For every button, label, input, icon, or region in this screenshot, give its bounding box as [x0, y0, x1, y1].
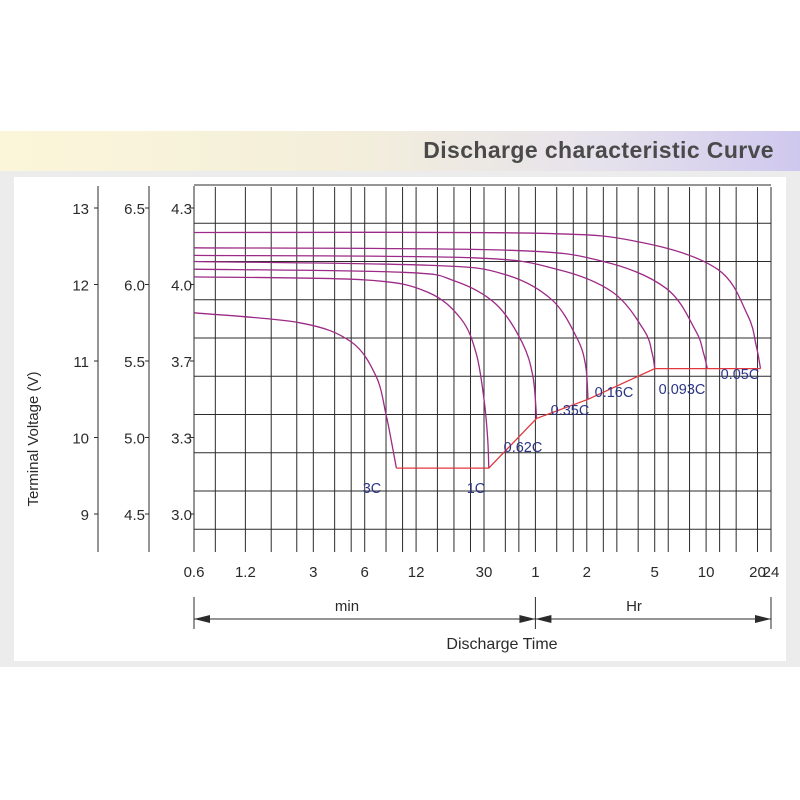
y-axes: 13 12 11 10 9 6.5 6.0 5.5 5.0 4.5 4.3 4.0 3.7 3.3 3.0 [72, 186, 195, 552]
chart-title: Discharge characteristic Curve [423, 137, 774, 163]
discharge-curve [193, 260, 589, 400]
y-tick-label: 5.5 [124, 354, 145, 371]
discharge-curve [193, 276, 490, 469]
curve-label: 0.16C [595, 385, 634, 401]
x-tick-label: 30 [476, 564, 493, 581]
x-axis-title: Discharge Time [446, 636, 557, 653]
discharge-curve [193, 312, 398, 469]
y-tick-label: 4.3 [171, 201, 192, 218]
y-tick-label: 9 [81, 507, 89, 524]
x-tick-label: 1 [531, 564, 539, 581]
y-tick-label: 11 [73, 354, 89, 371]
curve-label: 0.62C [504, 440, 543, 456]
title-banner: Discharge characteristic Curve [0, 131, 800, 171]
y-tick-label: 6.5 [124, 201, 145, 218]
x-unit-hr-label: Hr [626, 598, 642, 615]
x-tick-label: 24 [763, 564, 780, 581]
y-tick-label: 3.0 [171, 507, 192, 524]
x-unit-min-label: min [335, 598, 359, 615]
range-arrowhead [535, 615, 552, 623]
range-arrowhead [755, 615, 771, 623]
y-tick-label: 10 [72, 431, 89, 448]
curve-label: 0.05C [721, 367, 760, 383]
chart-panel: 13 12 11 10 9 6.5 6.0 5.5 5.0 4.5 4.3 4.0 3.7 3.3 3.0 … [0, 171, 800, 667]
discharge-curve [193, 268, 538, 419]
discharge-curve [193, 247, 708, 369]
x-tick-label: 1.2 [235, 564, 256, 581]
y-tick-label: 5.0 [124, 431, 145, 448]
y-tick-label: 13 [72, 201, 89, 218]
curve-label: 0.093C [659, 382, 706, 398]
discharge-curve [193, 231, 762, 369]
y-tick-label: 12 [72, 278, 89, 295]
x-tick-label: 12 [408, 564, 425, 581]
y-tick-label: 3.7 [171, 354, 192, 371]
curve-label: 1C [467, 481, 486, 497]
plot-background [14, 177, 786, 661]
range-arrowhead [194, 615, 210, 623]
curve-label: 0.35C [551, 403, 590, 419]
range-arrowhead [519, 615, 536, 623]
y-tick-label: 4.5 [124, 507, 145, 524]
x-tick-label: 5 [651, 564, 659, 581]
discharge-chart: 1312111096.56.05.55.04.54.34.03.73.33.0 … [14, 177, 786, 661]
x-tick-label: 10 [698, 564, 715, 581]
cutoff-voltage-line [396, 367, 761, 469]
x-tick-label: 3 [309, 564, 317, 581]
y-tick-label: 3.3 [171, 431, 192, 448]
x-tick-label: 6 [361, 564, 369, 581]
y-axis-title: Terminal Voltage (V) [25, 371, 42, 506]
y-tick-label: 4.0 [171, 278, 192, 295]
x-tick-label: 0.6 [184, 564, 205, 581]
x-tick-label: 2 [583, 564, 591, 581]
y-tick-label: 6.0 [124, 278, 145, 295]
x-tick-label: 20 [749, 564, 766, 581]
curves: 3C 1C 0.62C 0.35C 0.16C 0.093C 0.05C [193, 231, 762, 497]
curve-label: 3C [363, 481, 382, 497]
discharge-curve [193, 254, 656, 369]
